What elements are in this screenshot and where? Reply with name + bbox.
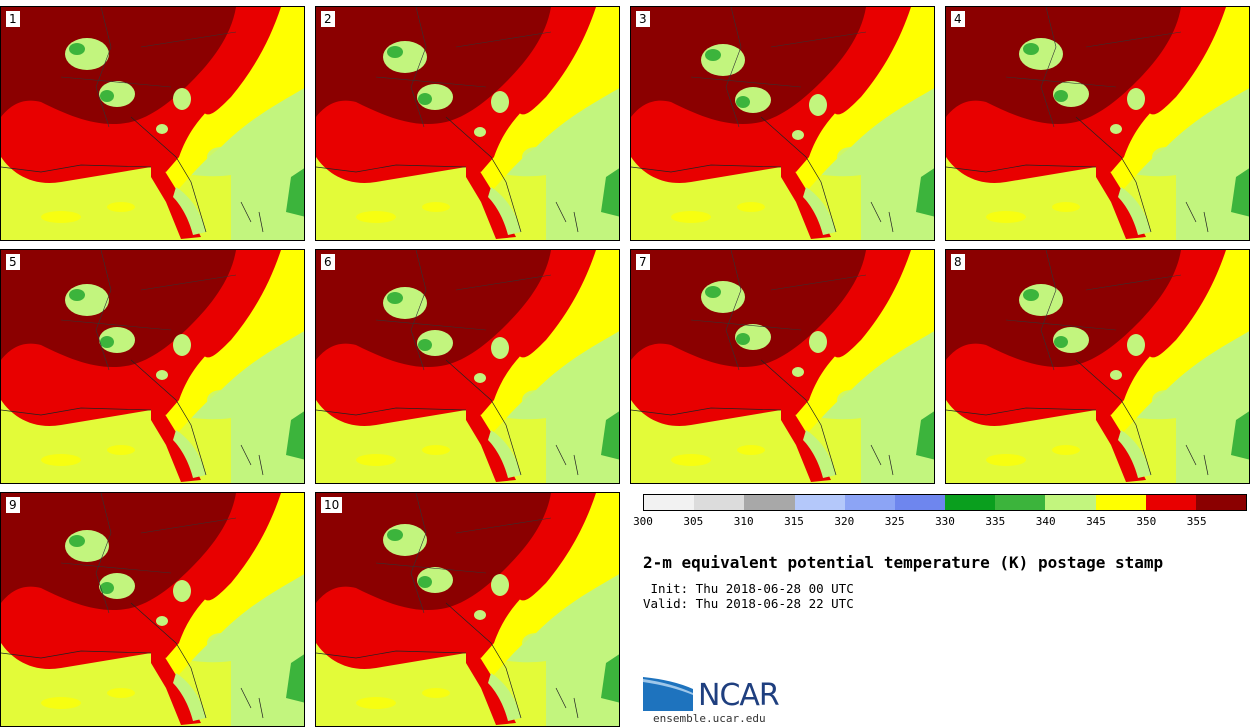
colorbar-tick-label: 315	[784, 515, 804, 528]
colorbar-segment-8	[1045, 495, 1096, 510]
ncar-logo-icon	[643, 671, 693, 711]
init-time: Init: Thu 2018-06-28 00 UTC	[643, 581, 854, 596]
colorbar-tick-label: 345	[1086, 515, 1106, 528]
colorbar-segment-5	[894, 495, 946, 510]
colorbar-segment-6	[945, 495, 996, 510]
colorbar	[643, 494, 1247, 511]
colorbar-segment-1	[694, 495, 745, 510]
member-number-label: 10	[321, 497, 343, 513]
ensemble-map-10	[316, 493, 619, 726]
colorbar-tick-label: 310	[733, 515, 754, 528]
colorbar-tick-label: 325	[884, 515, 905, 528]
member-number-label: 7	[636, 254, 650, 270]
colorbar-tick-label: 320	[834, 515, 855, 528]
member-number-label: 2	[321, 11, 335, 27]
postage-stamp-5: 5	[0, 249, 305, 484]
ensemble-map-9	[1, 493, 304, 726]
colorbar-segment-10	[1145, 495, 1196, 510]
colorbar-segment-0	[644, 495, 695, 510]
postage-stamp-7: 7	[630, 249, 935, 484]
postage-stamp-8: 8	[945, 249, 1250, 484]
colorbar-tick-label: 335	[985, 515, 1006, 528]
colorbar-tick-label: 355	[1186, 515, 1207, 528]
colorbar-tick-label: 350	[1136, 515, 1157, 528]
logo-url: ensemble.ucar.edu	[653, 712, 766, 725]
colorbar-tick-label: 340	[1035, 515, 1056, 528]
ncar-logo-text: NCAR	[698, 678, 780, 713]
colorbar-segment-2	[744, 495, 795, 510]
ensemble-map-6	[316, 250, 619, 483]
postage-stamp-2: 2	[315, 6, 620, 241]
postage-stamp-4: 4	[945, 6, 1250, 241]
colorbar-segment-3	[794, 495, 845, 510]
postage-stamp-3: 3	[630, 6, 935, 241]
postage-stamp-1: 1	[0, 6, 305, 241]
valid-time: Valid: Thu 2018-06-28 22 UTC	[643, 596, 854, 611]
postage-stamp-9: 9	[0, 492, 305, 727]
member-number-label: 3	[636, 11, 650, 27]
postage-stamp-10: 10	[315, 492, 620, 727]
colorbar-tick-label: 330	[935, 515, 955, 528]
member-number-label: 6	[321, 254, 335, 270]
member-number-label: 8	[951, 254, 965, 270]
colorbar-segment-9	[1095, 495, 1146, 510]
ensemble-map-5	[1, 250, 304, 483]
colorbar-tick-label: 305	[683, 515, 704, 528]
colorbar-segment-7	[995, 495, 1046, 510]
member-number-label: 9	[6, 497, 20, 513]
plot-title: 2-m equivalent potential temperature (K)…	[643, 553, 1164, 572]
member-number-label: 4	[951, 11, 965, 27]
ensemble-map-8	[946, 250, 1249, 483]
postage-stamp-6: 6	[315, 249, 620, 484]
ensemble-map-3	[631, 7, 934, 240]
ensemble-map-1	[1, 7, 304, 240]
colorbar-segment-4	[844, 495, 895, 510]
member-number-label: 1	[6, 11, 20, 27]
member-number-label: 5	[6, 254, 20, 270]
ensemble-map-7	[631, 250, 934, 483]
ensemble-map-4	[946, 7, 1249, 240]
colorbar-tick-label: 300	[633, 515, 653, 528]
ensemble-map-2	[316, 7, 619, 240]
colorbar-segment-11	[1195, 495, 1247, 510]
